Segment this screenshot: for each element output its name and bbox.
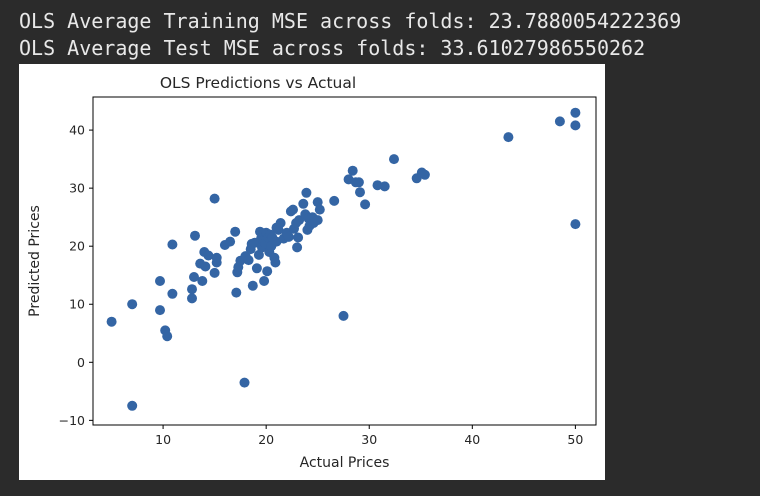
chart-title: OLS Predictions vs Actual	[160, 74, 356, 92]
data-point	[247, 280, 258, 291]
data-point	[355, 187, 365, 198]
data-point	[262, 266, 273, 277]
data-point	[231, 287, 242, 298]
y-tick-label: 10	[69, 297, 85, 312]
data-point	[314, 204, 325, 215]
data-point	[243, 255, 254, 266]
y-tick-label: −10	[59, 413, 85, 428]
data-point	[209, 267, 220, 278]
y-tick-label: 20	[69, 239, 85, 254]
data-point	[554, 116, 565, 127]
data-point	[353, 177, 364, 188]
data-point	[211, 252, 222, 263]
data-point	[239, 377, 250, 388]
y-tick-label: 40	[69, 123, 85, 138]
data-point	[162, 331, 173, 342]
data-point	[155, 305, 165, 316]
data-point	[259, 276, 270, 286]
x-tick-label: 10	[155, 432, 171, 447]
data-point	[270, 257, 281, 268]
data-point	[106, 316, 117, 327]
data-point	[570, 219, 581, 230]
data-point	[312, 215, 323, 226]
data-point	[292, 242, 303, 253]
data-point	[503, 132, 514, 143]
data-point	[298, 198, 309, 209]
data-point	[329, 195, 340, 206]
data-point	[167, 288, 178, 299]
data-point	[155, 276, 165, 286]
data-point	[379, 181, 390, 192]
data-point	[203, 250, 214, 261]
data-point	[301, 187, 312, 198]
scatter-chart: OLS Predictions vs Actual 10 20 30 40 50 −10…	[27, 74, 597, 471]
data-point	[127, 299, 138, 310]
data-point	[275, 218, 286, 228]
data-point	[167, 239, 178, 250]
x-ticks: 10 20 30 40 50	[155, 425, 583, 447]
data-point	[225, 236, 236, 247]
axes-frame	[92, 96, 597, 426]
data-point	[570, 107, 581, 118]
data-point	[360, 199, 371, 210]
data-point	[230, 226, 241, 237]
data-point	[190, 230, 200, 241]
data-point	[253, 249, 264, 260]
data-point	[338, 310, 349, 321]
data-point	[189, 272, 199, 282]
data-point	[293, 232, 304, 243]
data-point	[312, 197, 323, 208]
data-point	[419, 169, 430, 180]
data-point	[283, 231, 294, 242]
data-point	[187, 293, 197, 304]
data-point	[389, 154, 399, 165]
y-axis-label: Predicted Prices	[27, 205, 43, 317]
plot-panel: OLS Predictions vs Actual 10 20 30 40 50 −10…	[19, 64, 605, 480]
x-tick-label: 40	[464, 432, 480, 447]
points-layer	[106, 107, 581, 411]
data-point	[127, 400, 138, 411]
y-tick-label: 30	[69, 181, 85, 196]
data-point	[197, 276, 208, 286]
data-point	[209, 193, 220, 204]
y-ticks: −10 0 10 20 30 40	[59, 123, 93, 428]
data-point	[347, 165, 358, 176]
data-point	[570, 120, 581, 131]
data-point	[251, 263, 262, 274]
data-point	[187, 284, 197, 295]
x-tick-label: 50	[567, 432, 583, 447]
x-axis-label: Actual Prices	[300, 455, 390, 471]
y-tick-label: 0	[77, 355, 85, 370]
x-tick-label: 30	[361, 432, 377, 447]
training-mse-line: OLS Average Training MSE across folds: 2…	[19, 9, 682, 33]
data-point	[200, 261, 211, 272]
test-mse-line: OLS Average Test MSE across folds: 33.61…	[19, 36, 646, 60]
x-tick-label: 20	[258, 432, 274, 447]
data-point	[288, 204, 298, 215]
